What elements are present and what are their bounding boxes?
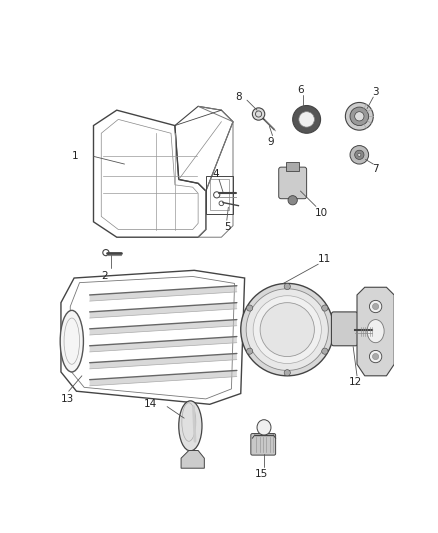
Polygon shape [90, 353, 237, 369]
Circle shape [241, 284, 334, 376]
Text: 6: 6 [297, 85, 304, 95]
Text: 1: 1 [72, 151, 78, 161]
Text: 12: 12 [349, 377, 363, 387]
Circle shape [369, 301, 382, 313]
Text: 4: 4 [213, 169, 219, 179]
FancyBboxPatch shape [332, 312, 358, 346]
Text: 3: 3 [372, 87, 378, 96]
Text: 14: 14 [144, 399, 157, 409]
Ellipse shape [372, 327, 383, 336]
Circle shape [299, 112, 314, 127]
Ellipse shape [257, 419, 271, 435]
Bar [206, 175, 233, 214]
FancyBboxPatch shape [279, 167, 307, 199]
Text: 11: 11 [318, 254, 332, 264]
Circle shape [293, 106, 321, 133]
Polygon shape [181, 450, 204, 468]
Circle shape [284, 370, 290, 376]
Polygon shape [90, 370, 237, 386]
Ellipse shape [60, 310, 83, 372]
Polygon shape [90, 320, 237, 335]
Circle shape [358, 154, 361, 156]
Circle shape [260, 303, 314, 357]
Text: 2: 2 [101, 271, 108, 281]
Circle shape [346, 102, 373, 130]
Ellipse shape [367, 320, 384, 343]
Text: 5: 5 [224, 222, 230, 232]
Circle shape [355, 150, 364, 159]
Circle shape [355, 112, 364, 121]
Polygon shape [90, 303, 237, 318]
Text: 9: 9 [268, 137, 275, 147]
Circle shape [247, 348, 253, 354]
Bar [210, 180, 229, 210]
Text: 10: 10 [314, 207, 328, 217]
Text: 7: 7 [372, 164, 378, 174]
Polygon shape [357, 287, 394, 376]
FancyBboxPatch shape [251, 433, 276, 455]
Text: 8: 8 [235, 92, 242, 102]
Ellipse shape [179, 401, 202, 451]
Circle shape [350, 107, 369, 126]
Circle shape [350, 146, 369, 164]
Circle shape [247, 305, 253, 311]
Polygon shape [90, 286, 237, 301]
Circle shape [322, 305, 328, 311]
Circle shape [253, 296, 321, 364]
Circle shape [246, 289, 328, 370]
Circle shape [372, 303, 379, 310]
Text: 13: 13 [61, 394, 74, 404]
Circle shape [369, 350, 382, 363]
Polygon shape [90, 336, 237, 352]
Text: 15: 15 [255, 469, 268, 479]
Circle shape [252, 108, 265, 120]
Circle shape [288, 196, 297, 205]
Bar [286, 161, 299, 171]
Circle shape [322, 348, 328, 354]
Circle shape [284, 284, 290, 289]
Circle shape [372, 353, 379, 360]
